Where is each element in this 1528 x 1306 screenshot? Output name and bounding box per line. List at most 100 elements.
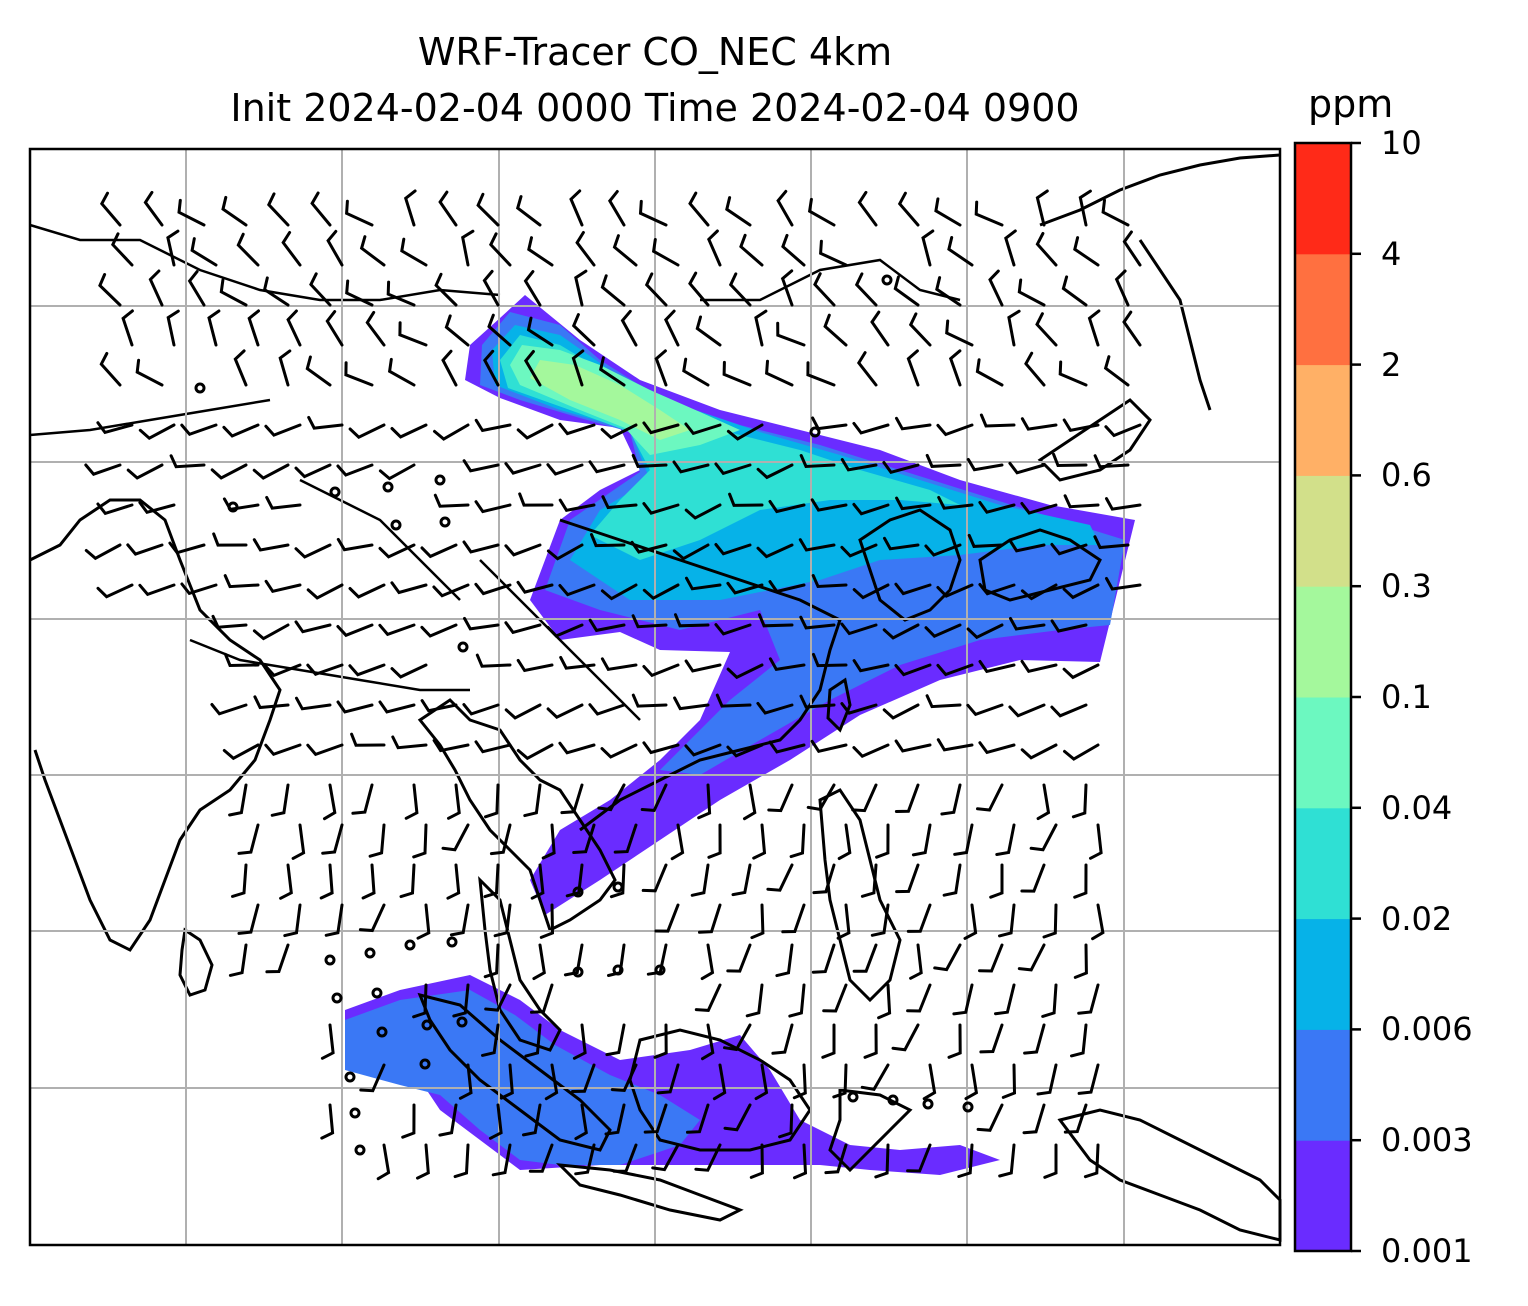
wind-barb <box>262 276 290 307</box>
border-lines <box>29 223 961 721</box>
wind-barb <box>891 1023 920 1052</box>
wind-barb <box>852 943 878 973</box>
wind-barb <box>604 1103 626 1136</box>
wind-barb <box>1020 743 1058 760</box>
wind-barb <box>438 190 458 227</box>
wind-barb <box>228 943 248 977</box>
wind-barb <box>937 496 974 510</box>
calm-wind-marker <box>324 954 336 966</box>
wind-barb <box>1061 275 1088 307</box>
wind-barb <box>836 903 851 940</box>
calm-wind-marker <box>331 992 343 1004</box>
wind-barb <box>781 903 806 934</box>
wind-barb <box>1020 417 1058 431</box>
wind-barb <box>390 423 428 439</box>
wind-barb <box>264 743 302 757</box>
wind-barb <box>967 533 1004 548</box>
wind-barb <box>684 422 722 436</box>
wind-barb <box>433 423 470 441</box>
wind-barb <box>1035 312 1058 347</box>
wind-barb <box>952 983 974 1016</box>
wind-barb <box>942 863 962 897</box>
wind-barb <box>1114 269 1130 307</box>
wind-barb <box>458 1063 473 1100</box>
wind-barb <box>897 191 920 227</box>
wind-barb <box>974 200 1004 227</box>
wind-barb <box>575 231 596 267</box>
wind-barb <box>947 1023 962 1059</box>
wind-barb <box>640 783 668 812</box>
wind-barb <box>894 582 932 596</box>
wind-barb <box>757 613 794 628</box>
wind-barb <box>906 1143 932 1173</box>
wind-barb <box>530 863 545 900</box>
wind-barb <box>453 1143 470 1179</box>
wind-barb <box>482 269 500 307</box>
wind-barb <box>345 199 374 227</box>
wind-barb <box>656 1063 680 1095</box>
wind-barb <box>326 229 344 267</box>
wind-barb <box>190 237 218 267</box>
wind-barb <box>607 943 626 977</box>
wind-barb <box>390 663 428 679</box>
wind-barb <box>813 272 836 307</box>
wind-barb <box>212 532 248 547</box>
wind-barb <box>307 415 344 430</box>
wind-barb <box>499 1063 514 1100</box>
wind-barb <box>504 621 542 635</box>
wind-barb <box>852 502 890 516</box>
wind-barb <box>726 581 764 595</box>
wind-barb <box>320 1103 335 1140</box>
coastline-malay <box>478 875 562 1052</box>
wind-barb <box>558 583 596 597</box>
wind-barb <box>819 239 848 267</box>
wind-barb <box>475 653 512 668</box>
wind-barb <box>600 583 638 601</box>
coastline-india <box>29 498 282 952</box>
wind-barb <box>1023 1023 1046 1055</box>
wind-barb <box>701 1023 715 1061</box>
wind-barb <box>306 663 344 677</box>
wind-barb <box>1103 355 1130 387</box>
calm-wind-marker <box>364 947 376 959</box>
calm-wind-marker <box>329 486 341 498</box>
wind-barb <box>295 696 332 711</box>
colorbar-segment <box>1295 475 1351 587</box>
wind-barb <box>378 623 416 637</box>
wind-barb <box>368 823 386 858</box>
wind-barb <box>420 623 458 638</box>
wind-barb <box>600 274 626 307</box>
wind-barb <box>143 190 164 227</box>
wind-barb <box>294 543 332 559</box>
wind-barb <box>1058 360 1088 387</box>
wind-barb <box>1062 663 1100 680</box>
wind-barb <box>860 863 878 898</box>
wind-barb <box>222 497 260 511</box>
wind-barb <box>925 694 962 709</box>
coastline-srilanka <box>178 927 214 997</box>
wind-barb <box>1041 983 1058 1018</box>
wind-barb <box>264 663 302 678</box>
wind-barb <box>265 943 290 974</box>
wind-barb <box>99 191 122 227</box>
wind-barb <box>908 312 932 347</box>
calm-wind-marker <box>654 964 666 976</box>
wind-barb <box>810 498 848 512</box>
wind-barb <box>138 583 176 597</box>
wind-barb <box>966 457 1004 472</box>
wind-barb <box>1043 1143 1058 1179</box>
wind-barb <box>1001 1063 1017 1099</box>
wind-barb <box>237 903 260 935</box>
title-line-2: Init 2024-02-04 0000 Time 2024-02-04 090… <box>230 86 1080 130</box>
wind-barb <box>690 863 710 897</box>
wind-barb <box>306 743 344 757</box>
calm-wind-marker <box>371 987 383 999</box>
wind-barb <box>452 983 470 1018</box>
wind-barb <box>599 356 626 387</box>
wind-barb <box>590 533 626 548</box>
wind-barb <box>1070 1023 1088 1058</box>
calm-wind-marker <box>881 274 893 286</box>
wind-barb <box>222 743 260 761</box>
wind-barb <box>756 701 794 715</box>
wind-barb <box>1104 423 1142 438</box>
